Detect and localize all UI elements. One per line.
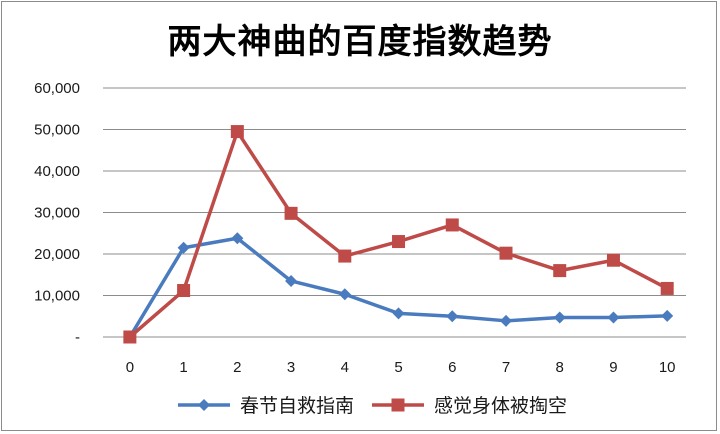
data-point (177, 284, 191, 298)
data-point (338, 249, 352, 263)
x-tick-label: 6 (448, 359, 456, 376)
x-tick-label: 9 (609, 359, 617, 376)
data-point (446, 310, 459, 323)
legend-swatch-marker (391, 398, 405, 412)
data-point (553, 311, 566, 324)
chart-title: 两大神曲的百度指数趋势 (167, 22, 553, 62)
x-tick-label: 4 (341, 359, 349, 376)
data-point (445, 218, 459, 232)
data-point (230, 125, 244, 139)
x-tick-label: 3 (287, 359, 295, 376)
data-point (553, 264, 567, 278)
data-point (661, 309, 674, 322)
y-tick-label: 60,000 (34, 80, 80, 97)
data-point (392, 307, 405, 320)
data-point (285, 274, 298, 287)
data-point (499, 314, 512, 327)
data-point (284, 206, 298, 220)
data-point (338, 288, 351, 301)
data-point (607, 311, 620, 324)
x-tick-label: 8 (556, 359, 564, 376)
y-tick-label: 10,000 (34, 288, 80, 305)
data-point (231, 232, 244, 245)
x-tick-label: 5 (394, 359, 402, 376)
y-tick-label: 20,000 (34, 246, 80, 263)
x-tick-label: 7 (502, 359, 510, 376)
y-tick-label: 40,000 (34, 163, 80, 180)
data-point (123, 330, 137, 344)
x-tick-label: 10 (659, 359, 676, 376)
legend-label: 春节自救指南 (240, 395, 354, 417)
legend-label: 感觉身体被掏空 (434, 395, 567, 417)
legend-swatch-marker (198, 399, 210, 411)
y-tick-label: 50,000 (34, 122, 80, 139)
data-point (606, 253, 620, 267)
series-line (128, 129, 669, 339)
data-point (660, 281, 674, 295)
data-point (499, 246, 513, 260)
x-tick-label: 1 (179, 359, 187, 376)
y-tick-label: 30,000 (34, 205, 80, 222)
series-line (128, 236, 668, 338)
y-tick-label: - (75, 329, 80, 346)
data-point (392, 235, 406, 249)
data-point (177, 241, 190, 254)
x-tick-label: 0 (126, 359, 134, 376)
x-tick-label: 2 (233, 359, 241, 376)
